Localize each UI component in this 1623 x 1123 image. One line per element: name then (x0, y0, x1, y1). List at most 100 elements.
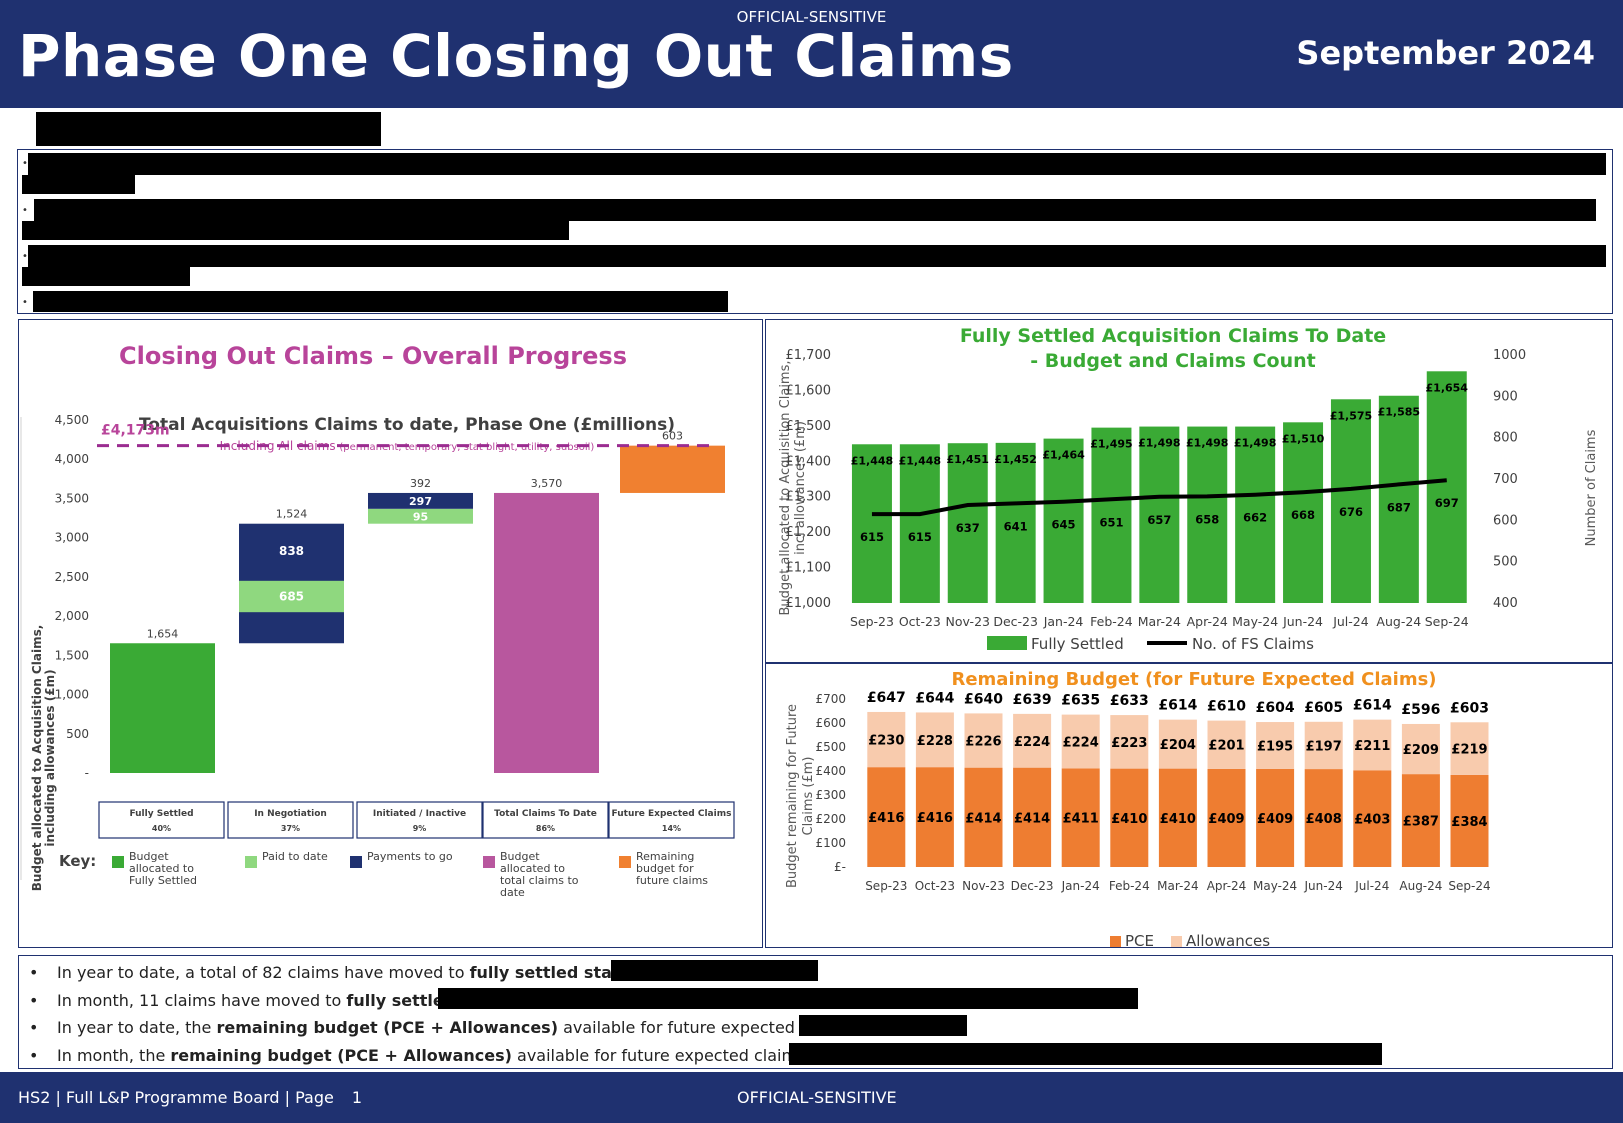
fs-bar-label: £1,498 (1234, 437, 1276, 450)
bar-segment-label: 838 (279, 544, 304, 558)
rb-allowances-label: £223 (1111, 736, 1147, 751)
y-tick-label: £400 (815, 764, 846, 778)
rb-bar-allowances (1158, 719, 1197, 769)
rb-bar-pce (1304, 769, 1343, 867)
summary-text: available for future expected claims has (511, 1046, 839, 1065)
y-tick-label: £1,600 (786, 383, 832, 398)
rb-total-label: £604 (1256, 700, 1295, 716)
summary-text: In year to date, the (57, 1018, 217, 1037)
summary-text: In year to date, a total of 82 claims ha… (57, 963, 470, 982)
summary-bold: remaining budget (PCE + Allowances) (170, 1046, 512, 1065)
bar-total-label: 1,654 (147, 627, 179, 640)
fs-bar (1330, 399, 1371, 603)
bar-initiated-payments-to-go (368, 492, 473, 509)
header-banner: OFFICIAL-SENSITIVE Phase One Closing Out… (0, 0, 1623, 108)
waterfall-title: Total Acquisitions Claims to date, Phase… (139, 415, 675, 435)
x-tick-label: Feb-24 (1090, 614, 1133, 629)
summary-line: • In month, the remaining budget (PCE + A… (29, 1046, 839, 1065)
bar-future-expected-claims (620, 445, 725, 493)
rb-allowances-label: £195 (1257, 739, 1293, 754)
rb-total-label: £596 (1401, 702, 1440, 718)
rb-total-label: £610 (1207, 699, 1246, 715)
bar-total-claims-to-date (494, 492, 599, 773)
x-tick-label: Aug-24 (1399, 879, 1442, 893)
rb-bars: £416 £230 £647 £416 £228 £644 £414 £226 £640 £414… (867, 690, 1489, 867)
y-tick-label: 3,500 (55, 491, 89, 505)
redacted-text (22, 221, 569, 240)
bar-segment-label: 685 (279, 590, 304, 604)
fs-y2-ticks: 400 500 600 700 800 900 1000 (1493, 348, 1526, 611)
y-tick-label: £1,000 (786, 596, 832, 611)
y-tick-label: £700 (815, 692, 846, 706)
rb-pce-label: £411 (1063, 812, 1099, 827)
summary-bold: remaining budget (PCE + Allowances) (216, 1018, 559, 1037)
redacted-text (28, 153, 1606, 175)
fully-settled-chart: Fully Settled Acquisition Claims To Date… (778, 325, 1599, 653)
category-box (98, 801, 225, 839)
rb-y-label: Budget remaining for FutureClaims (£m) (785, 704, 816, 888)
key-item-label: Paid to date (262, 850, 328, 863)
x-tick-label: Mar-24 (1138, 614, 1181, 629)
reference-line-label: £4,173m (101, 423, 170, 439)
x-tick-label: Jul-24 (1354, 879, 1389, 893)
waterfall-chart: Closing Out Claims – Overall Progress To… (20, 342, 735, 899)
category-percent: 37% (281, 824, 300, 833)
key-item-label: Budget allocated to Fully Settled (129, 850, 197, 887)
rb-pce-label: £416 (917, 811, 953, 826)
redacted-text (611, 960, 818, 981)
fs-line-label: 668 (1291, 508, 1315, 522)
redacted-text (33, 291, 728, 312)
y2-tick-label: 900 (1493, 389, 1518, 404)
fs-bar (1139, 426, 1180, 603)
waterfall-y-ticks: - 500 1,000 1,500 2,000 2,500 3,000 3,500 4,000 4… (55, 413, 89, 780)
x-tick-label: Aug-24 (1376, 614, 1421, 629)
rb-y-ticks: £- £100 £200 £300 £400 £500 £600 £700 (815, 692, 846, 874)
x-tick-label: Jun-24 (1282, 614, 1323, 629)
redacted-text (28, 245, 1606, 267)
rb-legend-allowances-label: Allowances (1186, 932, 1270, 949)
rb-allowances-label: £226 (965, 735, 1001, 750)
fs-claims-polyline (871, 478, 1447, 517)
fs-line-label: 657 (1147, 513, 1171, 527)
key-swatch (350, 856, 362, 868)
rb-pce-label: £408 (1306, 812, 1342, 827)
footer-left: HS2 | Full L&P Programme Board | Page 1 (18, 1088, 362, 1107)
y-tick-label: 2,000 (55, 609, 89, 623)
fs-y2-label: Number of Claims (1584, 429, 1599, 546)
x-tick-label: May-24 (1232, 614, 1278, 629)
reference-line-group: £4,173m (97, 423, 711, 448)
y2-tick-label: 1000 (1493, 348, 1526, 363)
rb-legend-swatch-allowances (1171, 936, 1182, 947)
rb-total-label: £603 (1450, 700, 1489, 716)
x-tick-label: Jan-24 (1061, 879, 1100, 893)
fs-bar (1283, 422, 1324, 603)
rb-bar-pce (1110, 768, 1149, 867)
y-tick-label: £1,100 (786, 561, 832, 576)
y-tick-label: 2,500 (55, 570, 89, 584)
x-tick-label: Feb-24 (1109, 879, 1150, 893)
key-item-label: Remaining budget for future claims (636, 850, 708, 887)
rb-total-label: £633 (1110, 693, 1149, 709)
rb-bar-pce (915, 767, 954, 867)
fs-claims-line: 615 615 637 641 645 651 657 658 662 668 676 687 697 (860, 478, 1459, 544)
key-item-label: Budget allocated to total claims to date (500, 850, 579, 899)
fs-line-label: 651 (1099, 515, 1123, 529)
rb-allowances-label: £228 (917, 734, 953, 749)
category-label: Initiated / Inactive (373, 809, 466, 819)
rb-allowances-label: £197 (1306, 739, 1342, 754)
fs-legend-line-label: No. of FS Claims (1192, 635, 1314, 653)
rb-legend-pce-label: PCE (1125, 932, 1154, 949)
category-box (482, 801, 609, 839)
rb-total-label: £639 (1013, 692, 1052, 708)
intro-bullets-box: • • • • (17, 149, 1613, 314)
rb-bar-allowances (1256, 722, 1295, 769)
rb-allowances-label: £204 (1160, 738, 1196, 753)
category-label: Fully Settled (129, 809, 193, 819)
fs-legend-bar-label: Fully Settled (1031, 635, 1124, 653)
y2-tick-label: 600 (1493, 513, 1518, 528)
fs-legend: Fully Settled No. of FS Claims (987, 635, 1314, 653)
category-box (608, 801, 735, 839)
fs-bar (947, 443, 988, 603)
rb-bar-pce (1401, 774, 1440, 867)
rb-total-label: £647 (867, 690, 906, 706)
